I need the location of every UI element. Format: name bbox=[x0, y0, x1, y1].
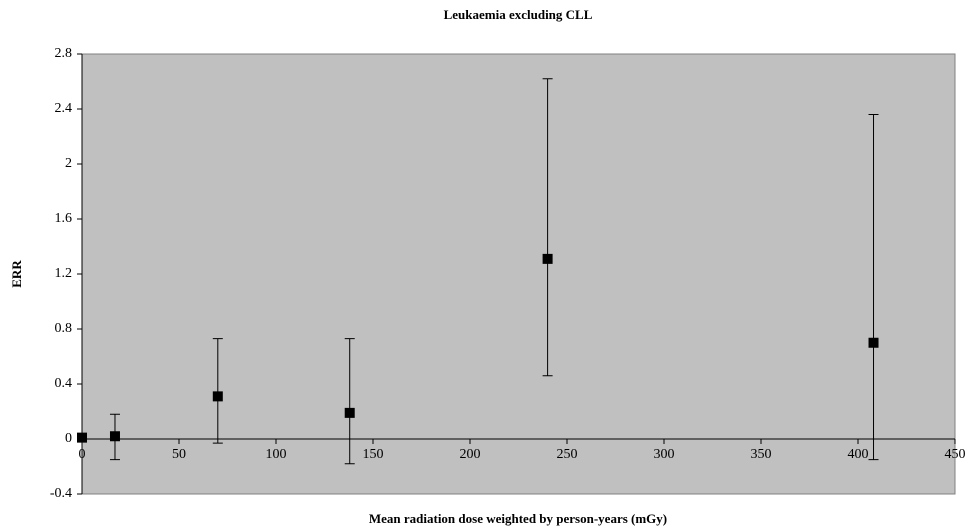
y-tick-label: 0.8 bbox=[55, 321, 73, 336]
point bbox=[344, 407, 355, 418]
point bbox=[212, 391, 223, 402]
x-tick-label: 50 bbox=[172, 447, 186, 462]
x-tick-label: 350 bbox=[751, 447, 772, 462]
x-tick-label: 0 bbox=[79, 447, 86, 462]
y-axis-label: ERR bbox=[9, 260, 24, 288]
point bbox=[109, 431, 120, 442]
x-tick-label: 300 bbox=[654, 447, 675, 462]
point bbox=[542, 253, 553, 264]
y-tick-label: 1.2 bbox=[55, 266, 73, 281]
point bbox=[77, 432, 87, 443]
x-tick-label: 250 bbox=[557, 447, 578, 462]
x-tick-label: 200 bbox=[460, 447, 481, 462]
point bbox=[868, 337, 879, 348]
x-tick-label: 100 bbox=[266, 447, 287, 462]
y-tick-label: -0.4 bbox=[50, 486, 72, 501]
chart-title: Leukaemia excluding CLL bbox=[444, 7, 593, 22]
y-tick-label: 2.4 bbox=[55, 101, 73, 116]
x-tick-label: 450 bbox=[945, 447, 966, 462]
y-tick-label: 2 bbox=[65, 156, 72, 171]
x-axis-label: Mean radiation dose weighted by person-y… bbox=[369, 511, 667, 526]
y-tick-label: 0 bbox=[65, 431, 72, 446]
y-tick-label: 2.8 bbox=[55, 46, 73, 61]
x-tick-label: 400 bbox=[848, 447, 869, 462]
y-tick-label: 1.6 bbox=[55, 211, 73, 226]
plot-area bbox=[81, 53, 956, 495]
x-tick-label: 150 bbox=[363, 447, 384, 462]
y-tick-label: 0.4 bbox=[55, 376, 73, 391]
